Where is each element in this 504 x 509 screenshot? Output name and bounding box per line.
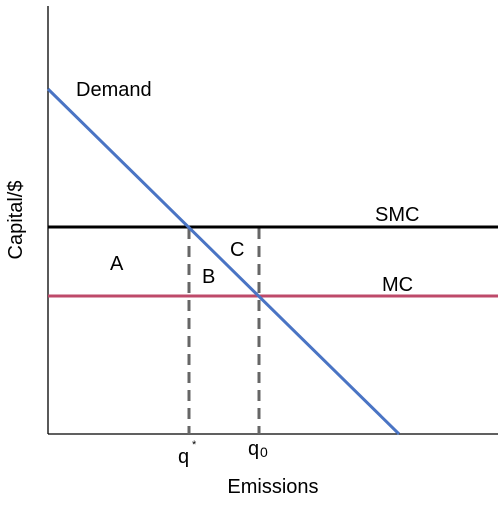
region-c-label: C (230, 239, 244, 261)
q-zero-tick-label: q 0 (248, 438, 268, 460)
q-zero-base: q (248, 438, 259, 460)
q-zero-subscript: 0 (260, 444, 268, 460)
y-axis-label: Capital/$ (5, 181, 27, 260)
demand-label: Demand (76, 79, 152, 101)
smc-label: SMC (375, 204, 419, 226)
q-star-tick-label: q * (178, 439, 197, 468)
mc-label: MC (382, 274, 413, 296)
region-a-label: A (110, 253, 124, 275)
q-star-base: q (178, 446, 189, 468)
x-axis-label: Emissions (227, 476, 318, 498)
q-star-superscript: * (192, 439, 197, 451)
region-b-label: B (202, 266, 215, 288)
demand-line (46, 87, 401, 436)
